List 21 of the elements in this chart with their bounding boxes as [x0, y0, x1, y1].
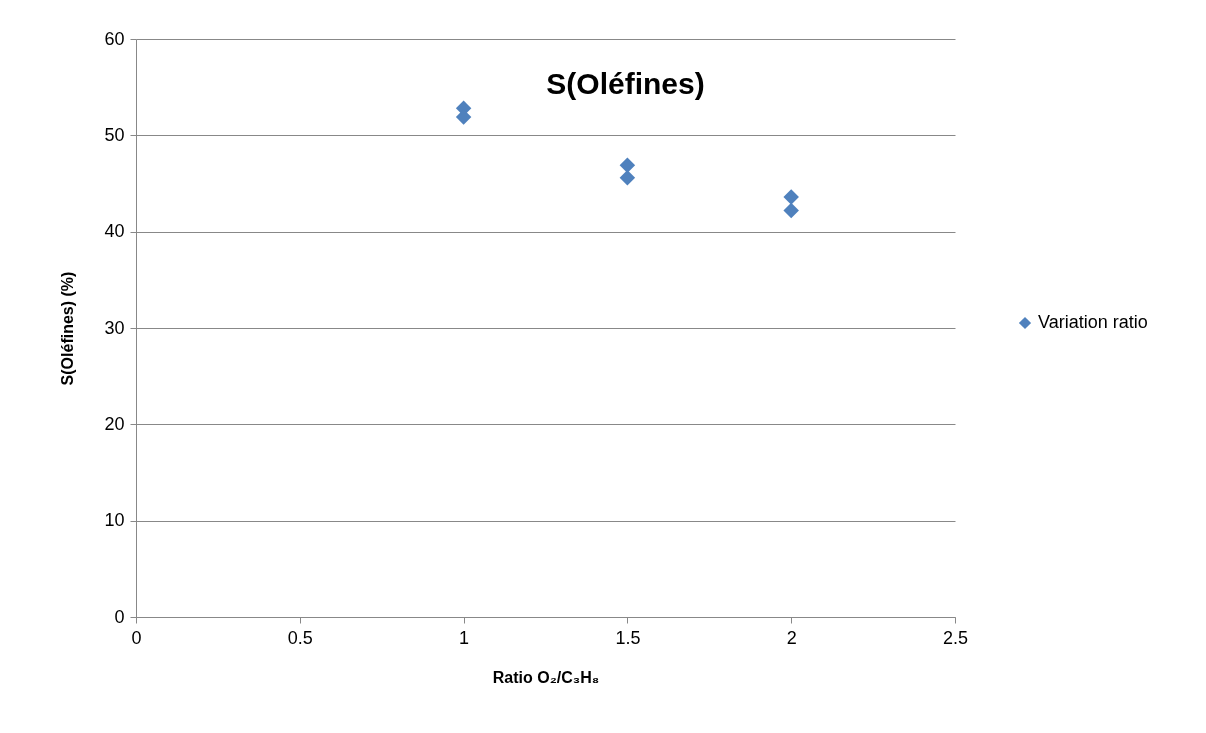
y-tick-label: 30 [104, 317, 125, 338]
x-tick-label: 1.5 [615, 627, 641, 648]
y-axis-title: S(Oléfines) (%) [59, 271, 77, 386]
x-tick-label: 2 [786, 627, 797, 648]
y-tick-label: 10 [104, 510, 125, 531]
point [619, 169, 636, 186]
text: S(Oléfines) [546, 67, 705, 100]
y-tick-label: 0 [114, 606, 125, 627]
legend-label: Variation ratio [1038, 312, 1148, 332]
point [783, 189, 799, 205]
y-tick-label: 50 [104, 124, 125, 145]
x-tick-label: 2.5 [942, 627, 969, 648]
point [783, 202, 799, 219]
y-tick-label: 20 [104, 413, 125, 434]
x-tick-label: 0.5 [287, 627, 313, 648]
point [619, 157, 636, 173]
y-tick-label: 60 [104, 28, 125, 49]
x-tick-label: 0 [131, 627, 142, 648]
x-axis-title: Ratio O₂/C₃H₈ [492, 668, 600, 686]
x-tick-label: 1 [459, 627, 470, 648]
y-tick-label: 40 [104, 221, 125, 242]
